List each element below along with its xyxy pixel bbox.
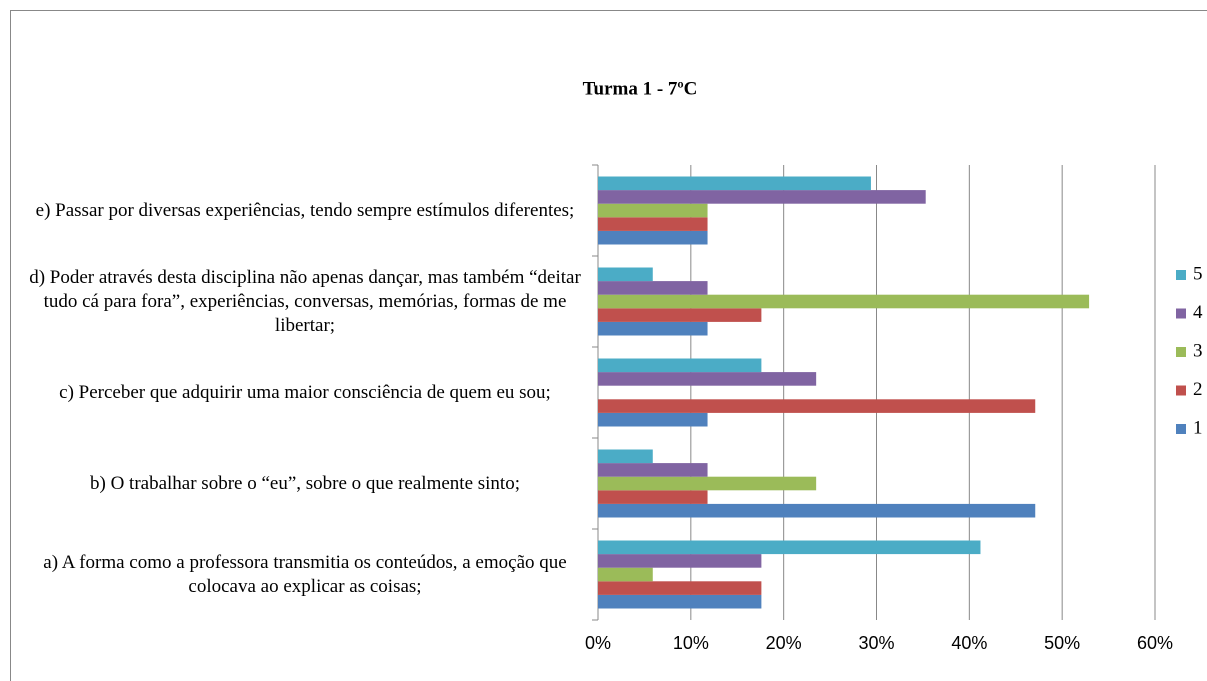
- legend-label: 1: [1193, 417, 1203, 438]
- bar: [598, 358, 762, 373]
- y-tick-label: b) O trabalhar sobre o “eu”, sobre o que…: [90, 472, 520, 494]
- legend-swatch: [1176, 308, 1186, 319]
- legend-label: 3: [1193, 340, 1203, 361]
- bar: [598, 321, 708, 336]
- x-tick-label: 10%: [673, 633, 709, 653]
- bar: [598, 540, 981, 555]
- y-tick-label: e) Passar por diversas experiências, ten…: [35, 199, 575, 221]
- bar: [598, 476, 817, 491]
- bar: [598, 281, 708, 295]
- y-tick-label: d) Poder através desta disciplina não ap…: [29, 266, 581, 336]
- bar: [598, 308, 762, 322]
- bar: [598, 294, 1090, 309]
- legend-label: 4: [1193, 302, 1203, 323]
- bar: [598, 267, 653, 282]
- x-tick-label: 60%: [1137, 633, 1173, 653]
- bar: [598, 230, 708, 245]
- bar: [598, 412, 708, 427]
- legend-label: 5: [1193, 263, 1203, 284]
- y-tick-label: c) Perceber que adquirir uma maior consc…: [59, 381, 551, 403]
- x-tick-label: 20%: [766, 633, 802, 653]
- bar: [598, 203, 708, 218]
- bar: [598, 463, 708, 477]
- y-tick-label: a) A forma como a professora transmitia …: [43, 551, 567, 597]
- legend-label: 2: [1193, 379, 1203, 400]
- bar: [598, 399, 1036, 413]
- bar: [598, 449, 653, 464]
- bar: [598, 581, 762, 595]
- bar: [598, 190, 926, 204]
- legend-swatch: [1176, 424, 1186, 434]
- x-tick-label: 40%: [951, 633, 987, 653]
- legend-swatch: [1176, 347, 1186, 357]
- x-tick-label: 30%: [858, 633, 894, 653]
- x-tick-label: 50%: [1044, 633, 1080, 653]
- bar: [598, 490, 708, 504]
- bar: [598, 594, 762, 609]
- bar: [598, 567, 653, 582]
- bar: [598, 372, 817, 386]
- chart-title: Turma 1 - 7ºC: [583, 78, 698, 99]
- legend-swatch: [1176, 385, 1186, 396]
- bar: [598, 554, 762, 568]
- bar: [598, 217, 708, 231]
- x-tick-label: 0%: [585, 633, 611, 653]
- legend-swatch: [1176, 270, 1186, 280]
- bar: [598, 503, 1036, 518]
- bar: [598, 176, 871, 191]
